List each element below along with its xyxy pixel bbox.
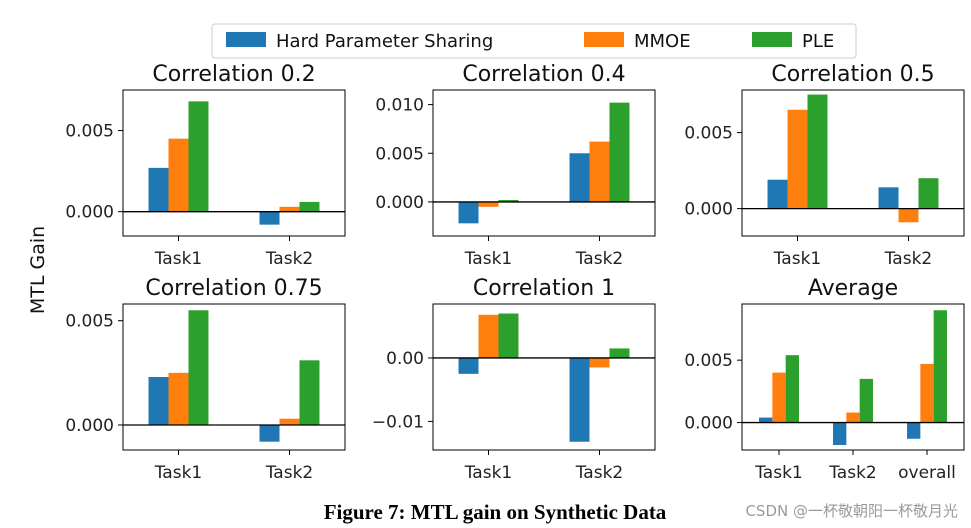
x-tick-label: Task2 <box>884 249 933 269</box>
x-tick-label: Task2 <box>265 463 314 483</box>
figure-caption: Figure 7: MTL gain on Synthetic Data <box>324 500 667 524</box>
y-tick-label: 0.00 <box>386 349 424 369</box>
axes-frame <box>741 89 965 237</box>
bar-ple-task1 <box>498 199 519 202</box>
bar-ple-task2 <box>609 102 630 202</box>
subplot-3: Correlation 0.5 0.000 0.005 Task1 Task2 <box>684 62 965 269</box>
legend-swatch-mmoe <box>584 32 624 47</box>
subplot-2: Correlation 0.4 0.000 0.005 0.010 Task1 Task2 <box>375 62 656 269</box>
bar-ple-task1 <box>188 310 209 425</box>
bar-mmoe-task2 <box>279 418 300 425</box>
bar-ple-task1 <box>188 101 209 212</box>
bar-ple-task1 <box>785 355 799 423</box>
legend-label-hps: Hard Parameter Sharing <box>276 31 493 52</box>
bar-ple-task1 <box>807 94 828 209</box>
bar-hard-parameter-sharing-task2 <box>569 153 590 202</box>
bar-hard-parameter-sharing-task1 <box>767 179 788 209</box>
x-tick-label: Task1 <box>773 249 822 269</box>
y-tick-label: 0.000 <box>375 193 424 213</box>
bar-mmoe-task2 <box>589 357 610 368</box>
legend-label-mmoe: MMOE <box>634 31 691 52</box>
bar-hard-parameter-sharing-task1 <box>759 417 773 423</box>
bar-ple-task2 <box>299 201 320 212</box>
bar-ple-task2 <box>918 178 939 209</box>
bar-hard-parameter-sharing-task1 <box>148 167 169 212</box>
y-tick-label: 0.005 <box>65 312 114 332</box>
y-tick-label: 0.005 <box>684 351 733 371</box>
bar-hard-parameter-sharing-task2 <box>259 211 280 225</box>
legend-frame <box>211 23 857 59</box>
x-tick-label: Task1 <box>464 249 513 269</box>
x-tick-label: Task2 <box>828 463 877 483</box>
x-tick-label: Task2 <box>265 249 314 269</box>
shared-y-axis-label: MTL Gain <box>27 226 49 314</box>
subplot-title: Correlation 0.4 <box>462 62 625 87</box>
subplot-title: Correlation 1 <box>473 276 615 301</box>
watermark: CSDN @一杯敬朝阳一杯敬月光 <box>745 502 958 520</box>
axes-frame <box>432 89 656 237</box>
subplot-title: Average <box>808 276 898 301</box>
y-tick-label: 0.010 <box>375 96 424 116</box>
y-tick-label: 0.000 <box>684 200 733 220</box>
bar-ple-task1 <box>498 313 519 358</box>
subplot-title: Correlation 0.75 <box>145 276 322 301</box>
y-tick-label: 0.000 <box>65 203 114 223</box>
x-tick-label: Task1 <box>154 249 203 269</box>
bar-hard-parameter-sharing-task1 <box>458 201 479 224</box>
bar-mmoe-task1 <box>478 201 499 207</box>
subplot-1: Correlation 0.2 0.000 0.005 Task1 Task2 <box>65 62 346 269</box>
bar-ple-task2 <box>859 378 873 423</box>
legend-swatch-hps <box>226 32 266 47</box>
y-tick-label: −0.01 <box>372 412 424 432</box>
bar-hard-parameter-sharing-task2 <box>259 424 280 442</box>
bar-mmoe-task1 <box>772 372 786 423</box>
legend-label-ple: PLE <box>802 31 834 52</box>
y-tick-label: 0.005 <box>65 122 114 142</box>
x-tick-label: Task2 <box>575 463 624 483</box>
bar-mmoe-task2 <box>589 141 610 202</box>
x-tick-label: overall <box>898 463 956 483</box>
bar-mmoe-task1 <box>787 109 808 209</box>
axes-frame <box>122 303 346 451</box>
x-tick-label: Task1 <box>754 463 803 483</box>
bar-ple-task2 <box>299 360 320 425</box>
bar-hard-parameter-sharing-task1 <box>458 357 479 374</box>
legend-swatch-ple <box>752 32 792 47</box>
bar-hard-parameter-sharing-overall <box>907 422 921 439</box>
subplot-4: Correlation 0.75 0.000 0.005 Task1 Task2 <box>65 276 346 483</box>
bar-hard-parameter-sharing-task2 <box>878 187 899 209</box>
subplot-title: Correlation 0.5 <box>771 62 934 87</box>
bar-mmoe-overall <box>920 363 934 423</box>
y-tick-label: 0.000 <box>65 416 114 436</box>
bar-hard-parameter-sharing-task2 <box>569 357 590 442</box>
legend: Hard Parameter Sharing MMOE PLE <box>211 23 857 59</box>
subplot-5: Correlation 1 −0.01 0.00 Task1 Task2 <box>372 276 656 483</box>
bar-mmoe-task2 <box>279 206 300 212</box>
x-tick-label: Task1 <box>464 463 513 483</box>
axes-frame <box>432 303 656 451</box>
bar-mmoe-task2 <box>898 208 919 223</box>
x-tick-label: Task1 <box>154 463 203 483</box>
bar-mmoe-task1 <box>168 138 189 212</box>
bar-mmoe-task1 <box>168 372 189 425</box>
y-tick-label: 0.005 <box>375 144 424 164</box>
y-tick-label: 0.000 <box>684 414 733 434</box>
bar-hard-parameter-sharing-task1 <box>148 377 169 425</box>
x-tick-label: Task2 <box>575 249 624 269</box>
bar-ple-task2 <box>609 348 630 358</box>
subplot-6: Average 0.000 0.005 Task1 Task2 overall <box>684 276 965 483</box>
subplot-title: Correlation 0.2 <box>152 62 315 87</box>
bar-mmoe-task1 <box>478 314 499 358</box>
bar-hard-parameter-sharing-task2 <box>833 422 847 446</box>
axes-frame <box>122 89 346 237</box>
y-tick-label: 0.005 <box>684 124 733 144</box>
bar-mmoe-task2 <box>846 412 860 423</box>
bar-ple-overall <box>933 310 947 423</box>
